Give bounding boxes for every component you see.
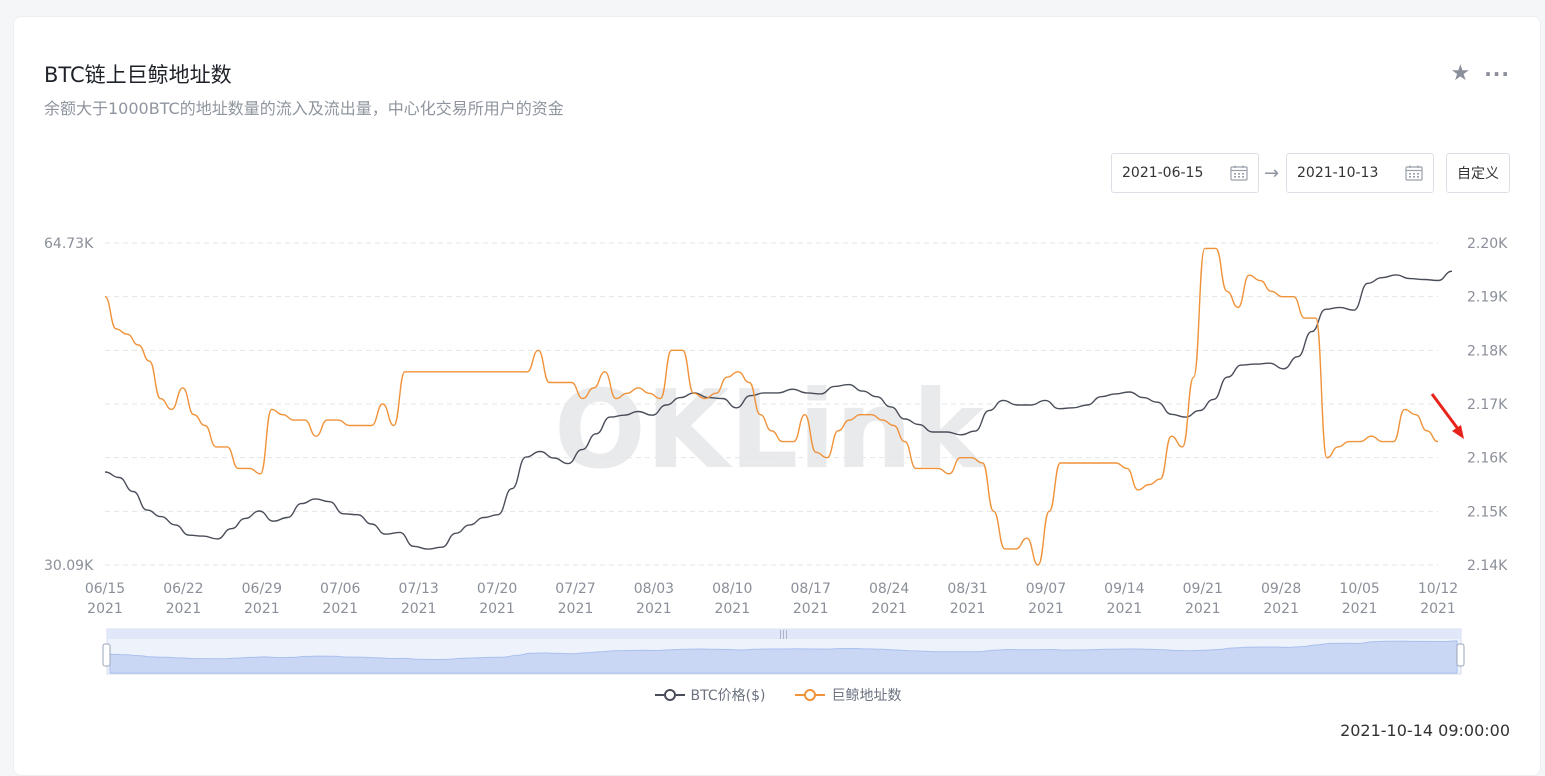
x-tick-label: 08/17 [791, 581, 831, 597]
series-line-whale-addresses [104, 247, 1439, 566]
zoom-handle-left[interactable] [102, 643, 111, 667]
left-tick-label: 30.09K [44, 558, 94, 574]
x-tick-label: 08/10 [712, 581, 752, 597]
chart-legend: BTC价格($) 巨鲸地址数 [14, 685, 1542, 705]
legend-marker-btc-icon [654, 689, 685, 701]
x-tick-label: 08/03 [634, 581, 674, 597]
zoom-handle-right[interactable] [1456, 643, 1465, 667]
x-axis: 06/15 2021 06/22 2021 06/29 2021 07/06 2021 07/1… [85, 581, 1458, 617]
x-tick-year: 2021 [636, 601, 672, 617]
x-tick-year: 2021 [1342, 601, 1378, 617]
x-tick-label: 07/13 [398, 581, 438, 597]
x-tick-year: 2021 [793, 601, 829, 617]
legend-label-whale: 巨鲸地址数 [831, 688, 902, 704]
x-tick-year: 2021 [166, 601, 202, 617]
x-tick-label: 09/14 [1104, 581, 1144, 597]
right-tick-label: 2.20K [1467, 236, 1508, 252]
date-range-arrow-icon: → [1264, 163, 1280, 184]
timestamp: 2021-10-14 09:00:00 [1340, 721, 1510, 740]
x-tick-label: 09/07 [1026, 581, 1066, 597]
legend-label-btc: BTC价格($) [690, 688, 766, 704]
x-tick-label: 09/28 [1261, 581, 1301, 597]
right-tick-label: 2.16K [1467, 451, 1508, 467]
zoom-slider[interactable]: ||| [102, 628, 1465, 675]
more-icon[interactable]: ··· [1484, 62, 1510, 86]
x-tick-label: 10/05 [1339, 581, 1379, 597]
right-tick-label: 2.18K [1467, 343, 1508, 359]
end-date-value: 2021-10-13 [1297, 165, 1379, 181]
x-tick-year: 2021 [714, 601, 750, 617]
x-tick-label: 08/24 [869, 581, 909, 597]
legend-marker-whale-icon [795, 689, 826, 701]
annotation-arrow [1430, 393, 1464, 439]
start-date-value: 2021-06-15 [1122, 165, 1204, 181]
x-tick-label: 10/12 [1418, 581, 1458, 597]
x-tick-year: 2021 [401, 601, 437, 617]
x-tick-year: 2021 [1028, 601, 1064, 617]
x-tick-year: 2021 [1107, 601, 1143, 617]
right-axis: 2.20K 2.19K 2.18K 2.17K 2.16K 2.15K 2.14K [1467, 236, 1508, 574]
x-tick-year: 2021 [1263, 601, 1299, 617]
left-axis: 64.73K 30.09K [44, 236, 94, 574]
x-tick-label: 07/06 [320, 581, 360, 597]
legend-item-btc-price[interactable]: BTC价格($) [654, 685, 766, 705]
chart-title: BTC链上巨鲸地址数 [44, 63, 232, 87]
start-date-picker[interactable]: 2021-06-15 [1111, 153, 1259, 193]
chart-subtitle: 余额大于1000BTC的地址数量的流入及流出量，中心化交易所用户的资金 [44, 99, 564, 118]
x-tick-label: 09/21 [1183, 581, 1223, 597]
right-tick-label: 2.19K [1467, 290, 1508, 306]
custom-range-button[interactable]: 自定义 [1446, 153, 1510, 193]
right-tick-label: 2.17K [1467, 397, 1508, 413]
x-tick-year: 2021 [87, 601, 123, 617]
x-tick-year: 2021 [950, 601, 986, 617]
chart-card: BTC链上巨鲸地址数 余额大于1000BTC的地址数量的流入及流出量，中心化交易… [13, 16, 1541, 776]
x-tick-label: 06/29 [242, 581, 282, 597]
calendar-icon [1230, 165, 1248, 181]
x-tick-label: 06/15 [85, 581, 125, 597]
x-tick-year: 2021 [322, 601, 358, 617]
header-actions: ★ ··· [1450, 63, 1510, 85]
x-tick-year: 2021 [558, 601, 594, 617]
x-tick-year: 2021 [244, 601, 280, 617]
x-tick-label: 07/27 [555, 581, 595, 597]
right-tick-label: 2.14K [1467, 558, 1508, 574]
star-icon[interactable]: ★ [1450, 61, 1471, 86]
zoom-overview-area [109, 640, 1458, 674]
x-tick-year: 2021 [871, 601, 907, 617]
grid-lines [105, 242, 1438, 566]
x-tick-year: 2021 [479, 601, 515, 617]
series-line-btc-price [104, 270, 1453, 550]
calendar-icon [1405, 165, 1423, 181]
legend-item-whale[interactable]: 巨鲸地址数 [795, 685, 901, 705]
zoom-drag-grip[interactable]: ||| [779, 630, 788, 640]
x-tick-year: 2021 [1185, 601, 1221, 617]
x-tick-label: 08/31 [947, 581, 987, 597]
left-tick-label: 64.73K [44, 236, 94, 252]
x-tick-label: 07/20 [477, 581, 517, 597]
end-date-picker[interactable]: 2021-10-13 [1286, 153, 1434, 193]
x-tick-label: 06/22 [163, 581, 203, 597]
x-tick-year: 2021 [1420, 601, 1456, 617]
right-tick-label: 2.15K [1467, 504, 1508, 520]
